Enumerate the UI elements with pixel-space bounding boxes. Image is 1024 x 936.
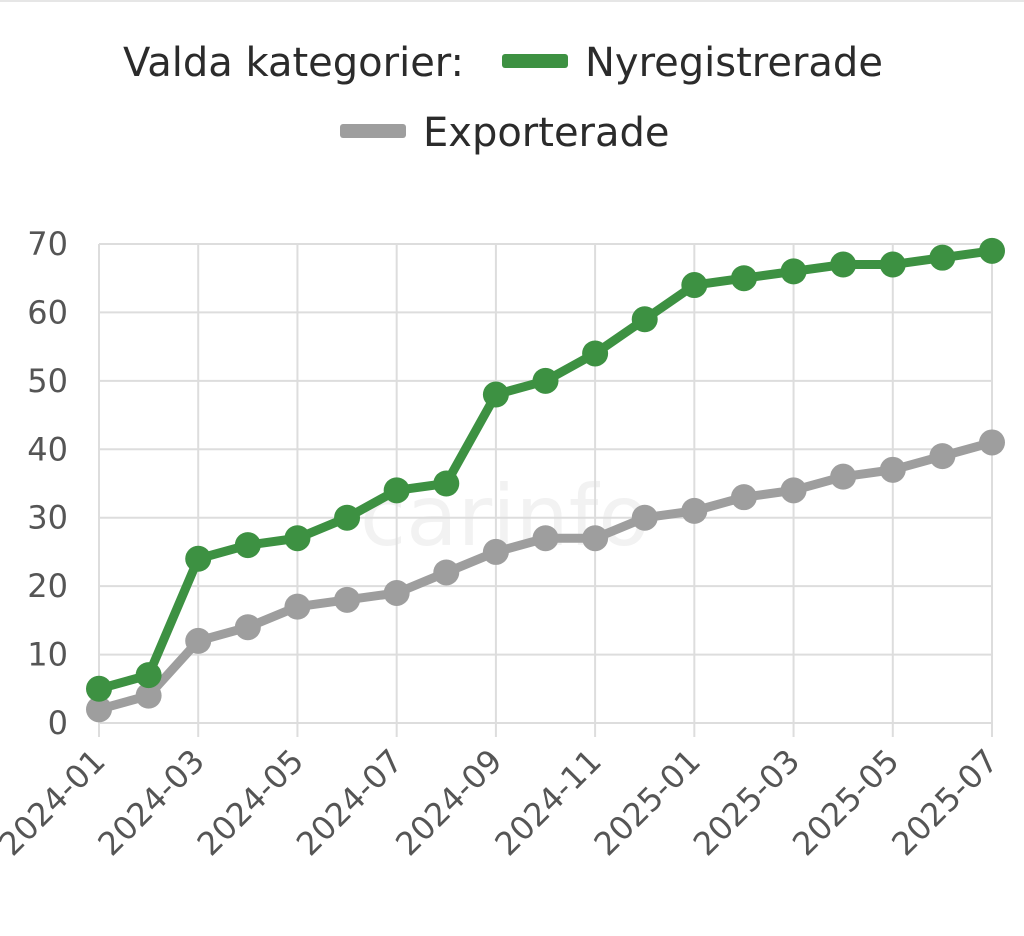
legend-swatch-nyregistrerade [502, 54, 568, 68]
x-axis-ticks: 2024-012024-032024-052024-072024-092024-… [0, 742, 1006, 863]
x-tick-label: 2024-07 [289, 742, 410, 863]
data-point-exporterade[interactable] [135, 682, 162, 709]
data-point-exporterade[interactable] [681, 497, 708, 524]
x-tick-label: 2024-09 [388, 742, 509, 863]
data-point-exporterade[interactable] [383, 579, 410, 606]
data-point-nyregistrerade[interactable] [86, 675, 112, 702]
x-tick-label: 2025-05 [785, 742, 906, 863]
chart-series [86, 237, 1005, 723]
y-tick-label: 20 [27, 567, 68, 605]
data-point-nyregistrerade[interactable] [482, 381, 509, 408]
data-point-exporterade[interactable] [582, 525, 609, 552]
data-point-nyregistrerade[interactable] [383, 477, 410, 504]
legend-label-nyregistrerade: Nyregistrerade [585, 40, 883, 86]
data-point-exporterade[interactable] [334, 586, 361, 613]
data-point-nyregistrerade[interactable] [234, 532, 261, 559]
data-point-nyregistrerade[interactable] [334, 504, 361, 531]
top-divider [0, 0, 1024, 2]
data-point-nyregistrerade[interactable] [532, 367, 559, 394]
x-tick-label: 2025-07 [884, 742, 1005, 863]
y-tick-label: 10 [27, 636, 68, 674]
x-tick-label: 2025-03 [686, 742, 807, 863]
data-point-nyregistrerade[interactable] [830, 251, 857, 278]
y-tick-label: 0 [48, 704, 68, 742]
y-tick-label: 30 [27, 499, 68, 537]
legend: Valda kategorier: Nyregistrerade Exporte… [123, 40, 883, 156]
x-tick-label: 2024-11 [487, 742, 608, 863]
chart-grid [98, 243, 993, 737]
data-point-exporterade[interactable] [234, 614, 261, 641]
data-point-nyregistrerade[interactable] [979, 237, 1005, 264]
data-point-exporterade[interactable] [185, 627, 212, 654]
data-point-exporterade[interactable] [433, 559, 460, 586]
series-nyregistrerade [86, 237, 1005, 702]
data-point-nyregistrerade[interactable] [135, 662, 162, 689]
x-tick-label: 2025-01 [587, 742, 708, 863]
data-point-nyregistrerade[interactable] [185, 545, 212, 572]
data-point-exporterade[interactable] [879, 456, 906, 483]
y-tick-label: 60 [27, 293, 68, 331]
data-point-exporterade[interactable] [482, 538, 509, 565]
legend-prefix: Valda kategorier: [123, 40, 464, 86]
x-tick-label: 2024-05 [190, 742, 311, 863]
data-point-exporterade[interactable] [86, 696, 112, 723]
legend-swatch-exporterade [340, 124, 406, 138]
legend-label-exporterade: Exporterade [423, 110, 670, 156]
data-point-nyregistrerade[interactable] [879, 251, 906, 278]
data-point-nyregistrerade[interactable] [631, 306, 658, 333]
data-point-exporterade[interactable] [284, 593, 311, 620]
data-point-nyregistrerade[interactable] [730, 265, 757, 292]
data-point-nyregistrerade[interactable] [681, 272, 708, 299]
data-point-nyregistrerade[interactable] [929, 244, 956, 271]
y-axis-ticks: 0 10 20 30 40 50 60 70 [27, 225, 68, 742]
x-tick-label: 2024-03 [90, 742, 211, 863]
data-point-exporterade[interactable] [830, 463, 857, 490]
data-point-exporterade[interactable] [780, 477, 807, 504]
legend-item-exporterade[interactable]: Exporterade [340, 110, 670, 156]
data-point-exporterade[interactable] [929, 443, 956, 470]
data-point-nyregistrerade[interactable] [780, 258, 807, 285]
series-exporterade [86, 429, 1005, 723]
x-tick-label: 2024-01 [0, 742, 113, 863]
data-point-exporterade[interactable] [631, 504, 658, 531]
y-tick-label: 70 [27, 225, 68, 263]
data-point-nyregistrerade[interactable] [582, 340, 609, 367]
y-tick-label: 40 [27, 430, 68, 468]
data-point-nyregistrerade[interactable] [433, 470, 460, 497]
data-point-nyregistrerade[interactable] [284, 525, 311, 552]
legend-item-nyregistrerade[interactable]: Nyregistrerade [502, 40, 883, 86]
y-tick-label: 50 [27, 362, 68, 400]
data-point-exporterade[interactable] [532, 525, 559, 552]
data-point-exporterade[interactable] [979, 429, 1005, 456]
data-point-exporterade[interactable] [730, 484, 757, 511]
